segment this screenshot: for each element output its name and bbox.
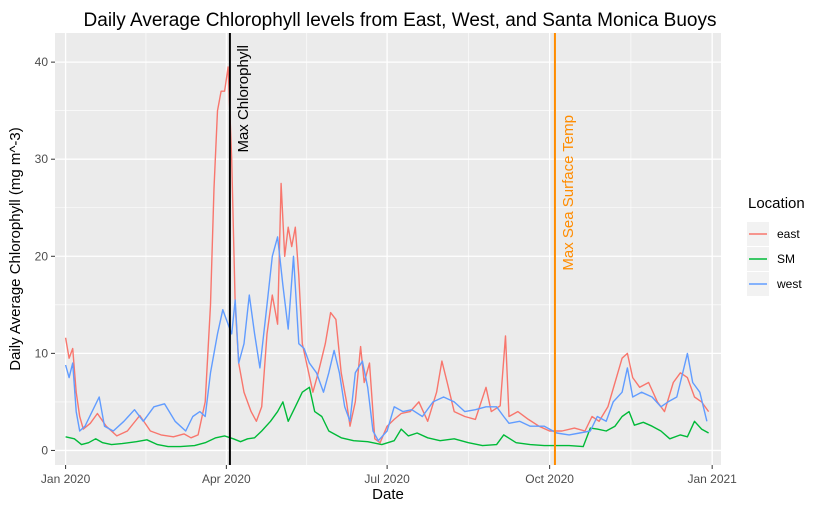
- legend-label: west: [776, 277, 802, 291]
- x-tick-label: Jan 2021: [687, 472, 737, 486]
- series-line-SM: [65, 386, 709, 448]
- series-layer: [64, 66, 710, 448]
- annotation-label: Max Chlorophyll: [235, 45, 252, 153]
- annotation-label: Max Sea Surface Temp: [560, 115, 577, 271]
- legend-title: Location: [748, 195, 805, 212]
- x-axis-title: Date: [372, 486, 404, 503]
- major-gridlines: [55, 33, 721, 465]
- x-tick-label: Jul 2020: [364, 472, 410, 486]
- legend: Location east SM west: [747, 195, 805, 296]
- x-tick-label: Apr 2020: [202, 472, 251, 486]
- y-tick-label: 10: [35, 346, 49, 360]
- legend-items: east SM west: [747, 222, 802, 296]
- y-tick-label: 30: [35, 152, 49, 166]
- series-line-east: [64, 66, 710, 444]
- y-tick-label: 40: [35, 55, 49, 69]
- annotation-layer: Max Chlorophyll Max Sea Surface Temp: [228, 33, 577, 465]
- chart-title: Daily Average Chlorophyll levels from Ea…: [84, 10, 717, 31]
- y-tick-label: 20: [35, 249, 49, 263]
- y-axis-title: Daily Average Chlorophyll (mg m^-3): [7, 127, 24, 371]
- axis-layer: 0 10 20 30 40 Jan 2020 Apr 2020 Jul 2020 Oct 202…: [35, 55, 738, 486]
- series-line-west: [64, 236, 708, 442]
- legend-label: SM: [777, 252, 795, 266]
- x-tick-label: Oct 2020: [525, 472, 574, 486]
- plot-panel: [55, 33, 721, 465]
- x-tick-label: Jan 2020: [41, 472, 91, 486]
- legend-label: east: [777, 227, 800, 241]
- y-tick-label: 0: [41, 443, 48, 457]
